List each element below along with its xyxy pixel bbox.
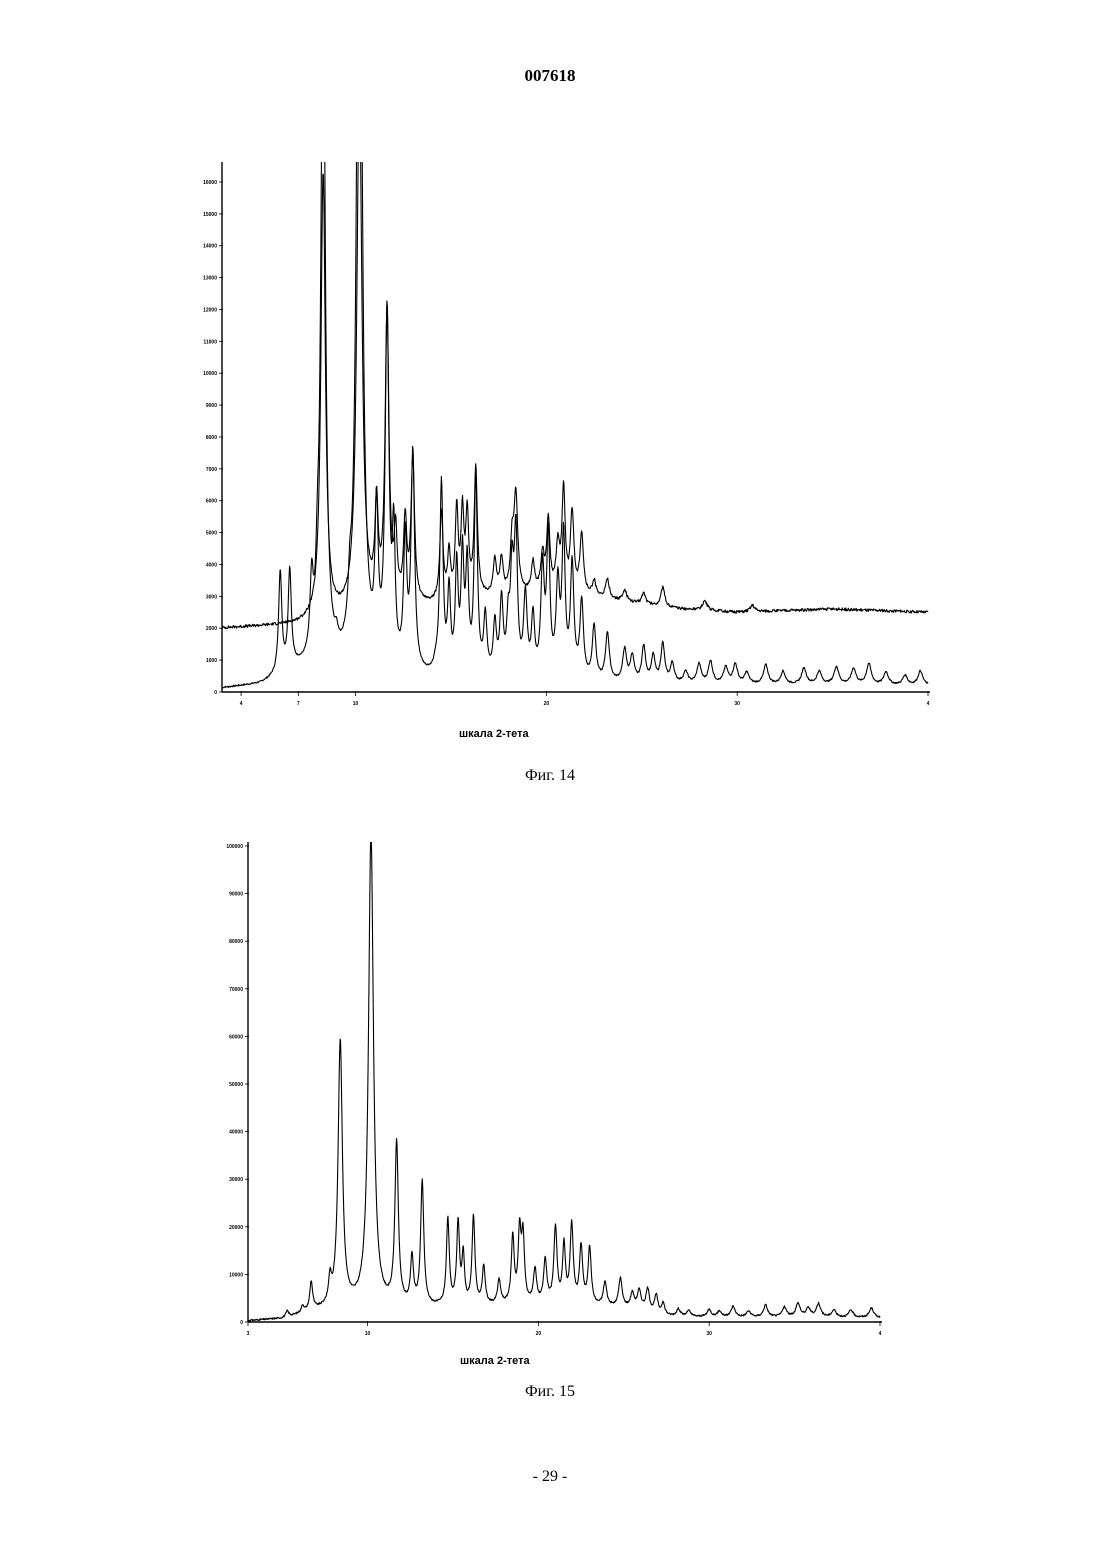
y-tick-label: 10000 (203, 371, 217, 377)
xrd-chart-fig-14: 0 1000 2000 3000 4000 5000 6000 7000 8000 9000 100… (0, 140, 1100, 720)
y-tick-label: 20000 (229, 1225, 243, 1231)
figure-caption-14: Фиг. 14 (0, 767, 1100, 785)
x-tick-label: 20 (544, 701, 550, 707)
y-tick-label: 8000 (206, 435, 217, 441)
y-tick-label: 5000 (206, 531, 217, 537)
figure-caption-15: Фиг. 15 (0, 1383, 1100, 1401)
y-tick-label: 7000 (206, 467, 217, 473)
diffraction-series-line (222, 0, 928, 688)
y-tick-label: 40000 (229, 1130, 243, 1136)
document-number: 007618 (0, 66, 1100, 86)
y-tick-label: 9000 (206, 403, 217, 409)
y-tick-label: 11000 (203, 339, 217, 345)
x-tick-label: 10 (353, 701, 359, 707)
y-tick-label: 90000 (229, 892, 243, 898)
y-tick-label: 50000 (229, 1082, 243, 1088)
x-tick-label: 30 (734, 701, 740, 707)
y-tick-label: 1000 (206, 658, 217, 664)
x-tick-label: 20 (536, 1331, 542, 1337)
y-tick-label: 2000 (206, 626, 217, 632)
x-tick-label: 30 (706, 1331, 712, 1337)
x-tick-label: 10 (365, 1331, 371, 1337)
y-tick-label: 60000 (229, 1034, 243, 1040)
y-tick-label: 15000 (203, 212, 217, 218)
x-tick-label: 7 (297, 701, 300, 707)
x-tick-label: 4 (240, 701, 243, 707)
y-tick-label: 80000 (229, 939, 243, 945)
y-tick-label: 13000 (203, 276, 217, 282)
y-tick-label: 6000 (206, 499, 217, 505)
x-axis-label-fig-15: шкала 2-тета (460, 1355, 530, 1367)
x-tick-label: 4 (927, 701, 930, 707)
y-tick-label: 10000 (229, 1272, 243, 1278)
y-tick-label: 70000 (229, 987, 243, 993)
y-tick-label: 14000 (203, 244, 217, 250)
page-number: - 29 - (0, 1468, 1100, 1486)
y-tick-label: 16000 (203, 180, 217, 186)
y-tick-label: 0 (240, 1320, 243, 1326)
diffraction-series-line (222, 83, 928, 629)
y-tick-label: 4000 (206, 562, 217, 568)
y-tick-label: 3000 (206, 594, 217, 600)
x-tick-label: 3 (247, 1331, 250, 1337)
xrd-chart-fig-15: 0 10000 20000 30000 40000 50000 60000 70000 8000… (0, 830, 1100, 1350)
x-tick-label: 4 (879, 1331, 882, 1337)
y-tick-label: 12000 (203, 307, 217, 313)
y-tick-label: 100000 (226, 844, 243, 850)
x-axis-label-fig-14: шкала 2-тета (459, 728, 529, 740)
y-tick-label: 30000 (229, 1177, 243, 1183)
diffraction-series-line (248, 831, 880, 1321)
y-tick-label: 0 (214, 690, 217, 696)
